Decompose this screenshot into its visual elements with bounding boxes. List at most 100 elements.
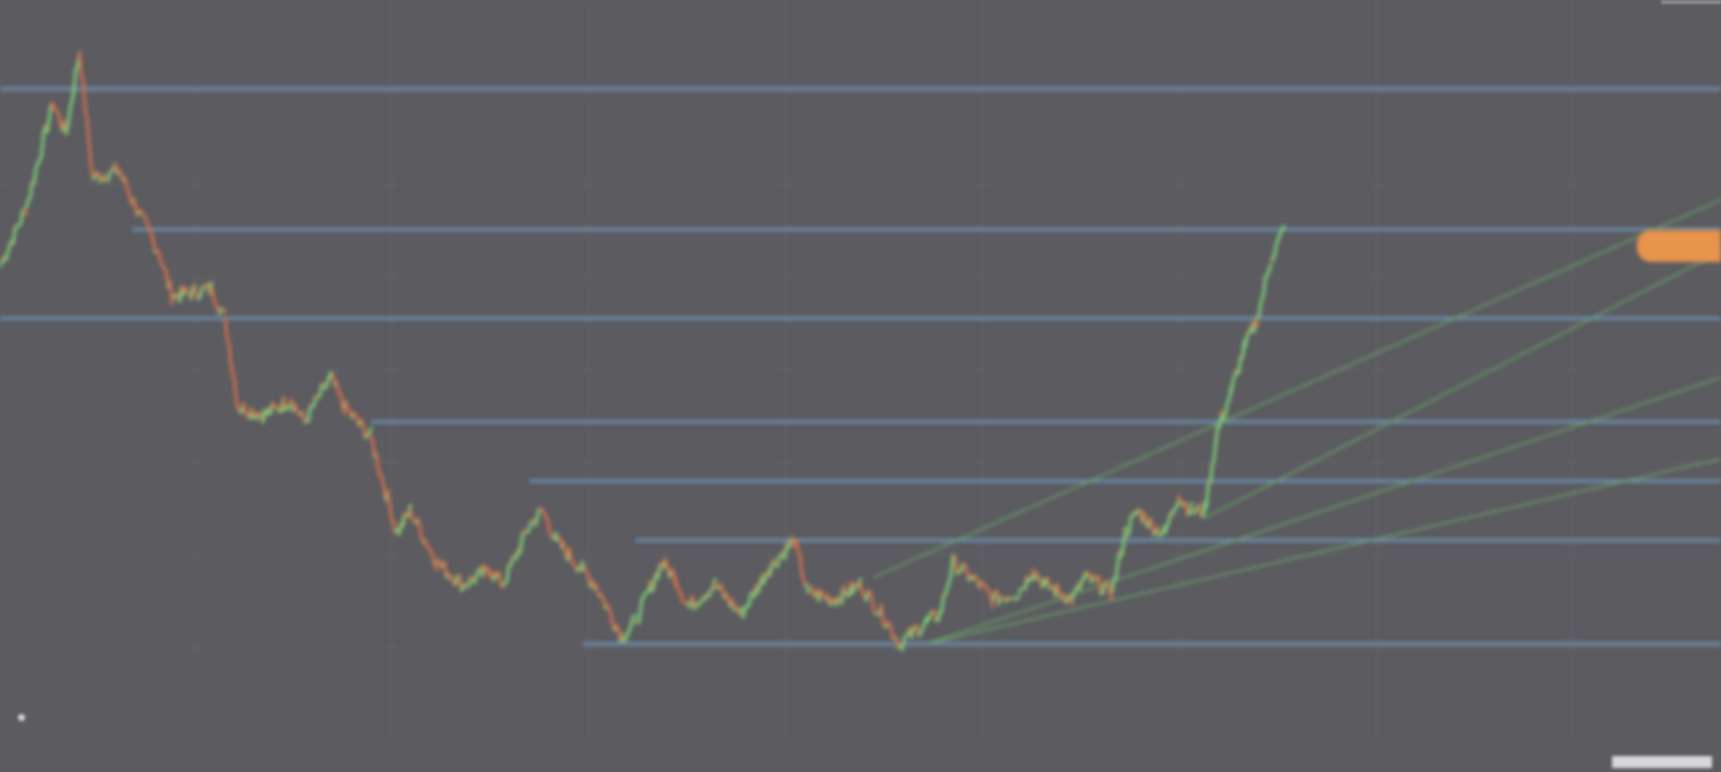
- candle-up: [47, 119, 49, 132]
- candle-down: [1144, 513, 1146, 524]
- candle-up: [74, 71, 76, 93]
- candle-down: [1150, 518, 1152, 523]
- candle-up: [1207, 482, 1209, 506]
- price-series: [0, 52, 1284, 650]
- trend-line: [927, 377, 1721, 643]
- candle-down: [59, 113, 61, 124]
- candle-down: [89, 142, 91, 164]
- candle-up: [1017, 596, 1019, 598]
- candle-up: [263, 410, 265, 422]
- candle-up: [1214, 440, 1216, 459]
- legend-dot-icon: [18, 714, 25, 721]
- candle-down: [229, 344, 231, 364]
- candle-down: [159, 252, 161, 263]
- candle-up: [520, 539, 522, 553]
- candle-up: [1210, 465, 1212, 482]
- candle-up: [1243, 341, 1245, 358]
- candle-down: [1110, 595, 1112, 599]
- candle-up: [528, 528, 530, 532]
- candle-up: [1129, 518, 1131, 533]
- candle-down: [235, 382, 237, 402]
- candle-up: [951, 556, 953, 573]
- candle-down: [303, 412, 305, 421]
- candle-up: [369, 429, 371, 435]
- legend-row-1: [18, 712, 31, 725]
- candle-down: [1108, 582, 1110, 595]
- candle-up: [885, 626, 887, 627]
- candle-down: [420, 528, 422, 540]
- candle-up: [1263, 278, 1265, 295]
- candle-up: [902, 640, 904, 650]
- candle-down: [125, 177, 127, 188]
- candle-down: [881, 606, 883, 625]
- trend-line: [874, 200, 1721, 577]
- candle-up: [30, 182, 32, 197]
- candle-up: [749, 594, 751, 606]
- top-right-marker: [1661, 0, 1721, 4]
- candle-up: [21, 211, 23, 223]
- candle-down: [244, 404, 246, 415]
- candle-up: [191, 287, 193, 298]
- candle-down: [872, 598, 874, 611]
- candle-up: [739, 608, 741, 612]
- time-range-badge[interactable]: [1612, 756, 1712, 768]
- trend-line: [1205, 252, 1721, 518]
- candle-down: [393, 521, 395, 531]
- candle-down: [800, 555, 802, 574]
- candle-up: [639, 603, 641, 621]
- horizontal-levels: [0, 89, 1721, 644]
- current-price-tag: [1637, 230, 1721, 262]
- candle-down: [337, 382, 339, 392]
- candle-up: [403, 513, 405, 526]
- candle-up: [1282, 226, 1284, 229]
- candle-down: [195, 285, 197, 295]
- candle-down: [435, 566, 437, 569]
- candle-up: [68, 109, 70, 126]
- chart-legend: [18, 712, 31, 725]
- candle-up: [1226, 403, 1228, 414]
- candle-down: [91, 164, 93, 176]
- candle-down: [83, 81, 85, 110]
- candle-down: [373, 441, 375, 456]
- candle-up: [320, 386, 322, 397]
- candle-up: [1123, 528, 1125, 546]
- candle-up: [1269, 265, 1271, 271]
- trend-line: [927, 459, 1721, 644]
- candle-down: [501, 586, 503, 587]
- candle-up: [1121, 546, 1123, 556]
- candle-up: [1260, 300, 1262, 312]
- candle-down: [284, 398, 286, 410]
- candle-down: [611, 614, 613, 624]
- grid-lines: [0, 0, 1721, 740]
- candle-down: [376, 454, 378, 469]
- candle-up: [942, 595, 944, 611]
- candle-up: [1239, 357, 1241, 374]
- candle-up: [1116, 564, 1118, 579]
- candle-up: [308, 406, 310, 422]
- candle-down: [153, 240, 155, 252]
- candle-down: [25, 209, 27, 214]
- candle-up: [1275, 244, 1277, 254]
- candle-up: [1176, 502, 1178, 507]
- candle-down: [134, 200, 136, 214]
- candle-down: [891, 626, 893, 637]
- candle-up: [1112, 579, 1114, 592]
- candle-up: [1231, 382, 1233, 393]
- candle-up: [806, 585, 808, 586]
- candle-down: [499, 573, 501, 586]
- candle-down: [1199, 505, 1201, 516]
- candle-down: [390, 505, 392, 520]
- candle-down: [382, 477, 384, 487]
- candle-up: [1031, 575, 1033, 580]
- candle-down: [1186, 503, 1188, 515]
- candle-up: [395, 530, 397, 531]
- candle-down: [223, 309, 225, 313]
- candle-down: [569, 549, 571, 560]
- candle-up: [42, 133, 44, 155]
- candle-down: [87, 117, 89, 142]
- candle-down: [388, 491, 390, 505]
- candle-down: [170, 282, 172, 304]
- candle-down: [966, 569, 968, 580]
